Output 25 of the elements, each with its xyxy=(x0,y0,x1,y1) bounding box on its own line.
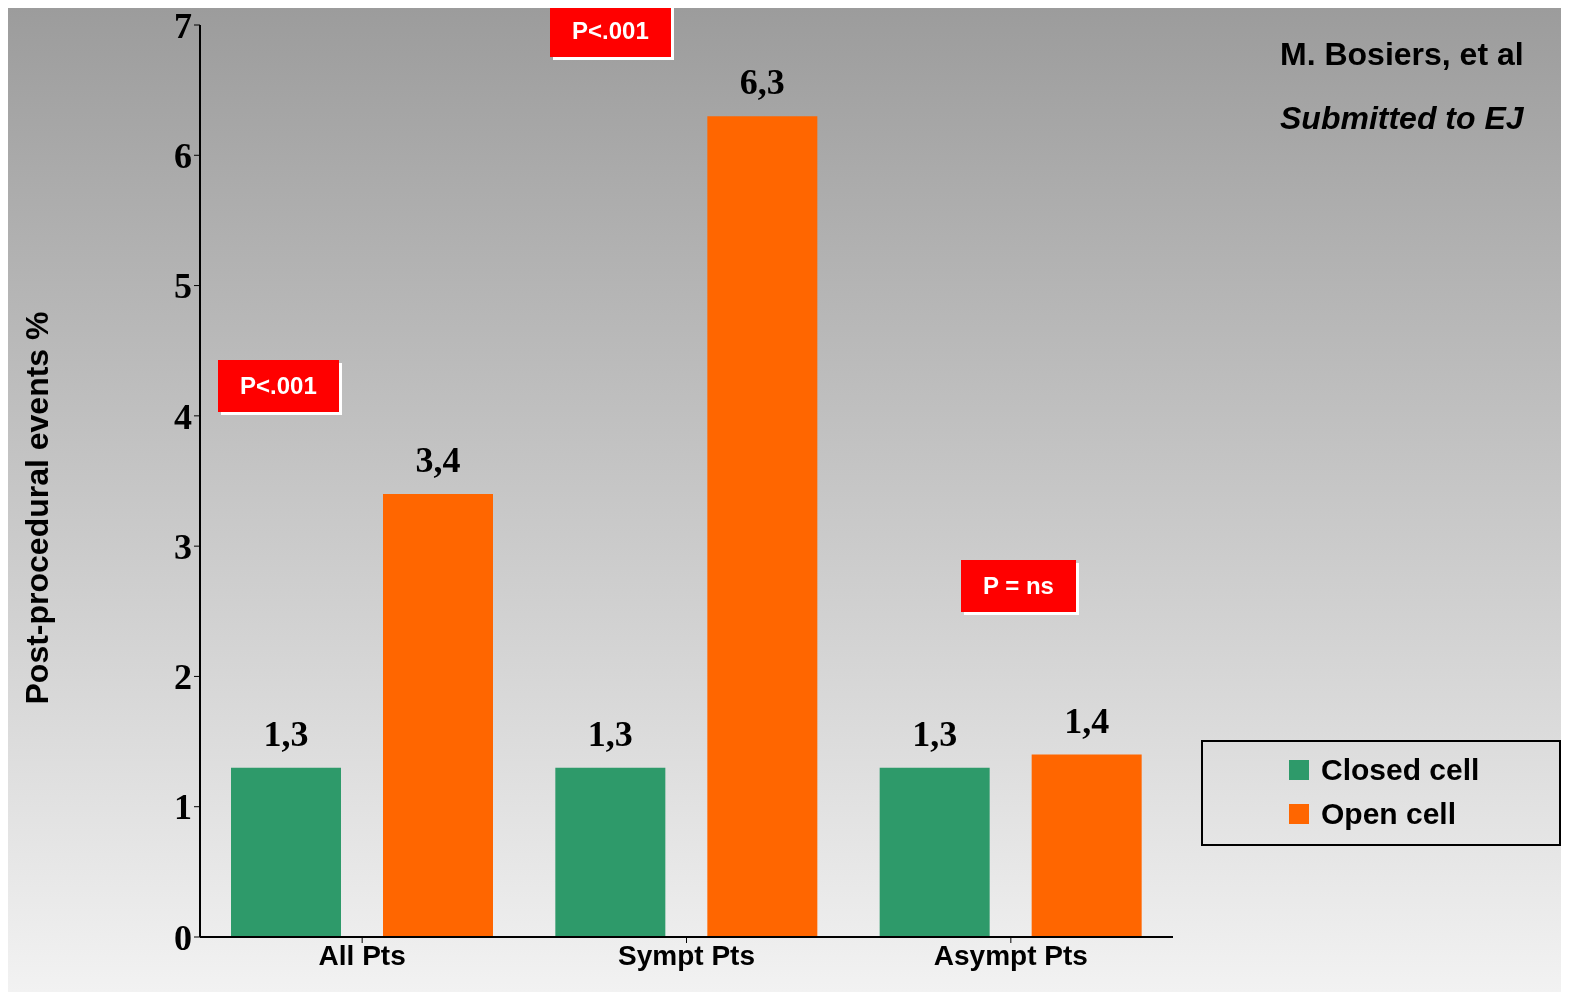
data-label: 6,3 xyxy=(739,62,785,103)
x-tick-label: All Pts xyxy=(318,939,406,971)
y-tick-label: 1 xyxy=(174,787,192,828)
y-tick-label: 0 xyxy=(174,917,192,958)
y-tick-label: 2 xyxy=(174,657,192,698)
data-label: 1,4 xyxy=(1064,700,1110,741)
y-tick-label: 3 xyxy=(174,526,192,567)
text: M. Bosiers, et al xyxy=(1280,36,1524,73)
annotation: P<.001 xyxy=(218,360,339,412)
data-label: 1,3 xyxy=(912,713,958,754)
legend-label: Closed cell xyxy=(1320,752,1481,788)
data-label: 1,3 xyxy=(587,713,633,754)
y-tick-label: 4 xyxy=(174,396,192,437)
y-tick-label: 6 xyxy=(174,136,192,177)
annotation: P<.001 xyxy=(550,5,671,57)
y-axis-title: Post-procedural events % xyxy=(19,311,55,705)
x-tick-label: Sympt Pts xyxy=(618,939,755,971)
data-label: 3,4 xyxy=(415,440,461,481)
y-tick-label: 5 xyxy=(174,266,192,307)
legend-label: Open cell xyxy=(1320,796,1458,832)
x-tick-label: Asympt Pts xyxy=(933,939,1088,971)
data-label: 1,3 xyxy=(263,713,309,754)
y-tick-label: 7 xyxy=(174,5,192,46)
text: Submitted to EJ xyxy=(1280,100,1524,137)
annotation: P = ns xyxy=(961,560,1076,612)
